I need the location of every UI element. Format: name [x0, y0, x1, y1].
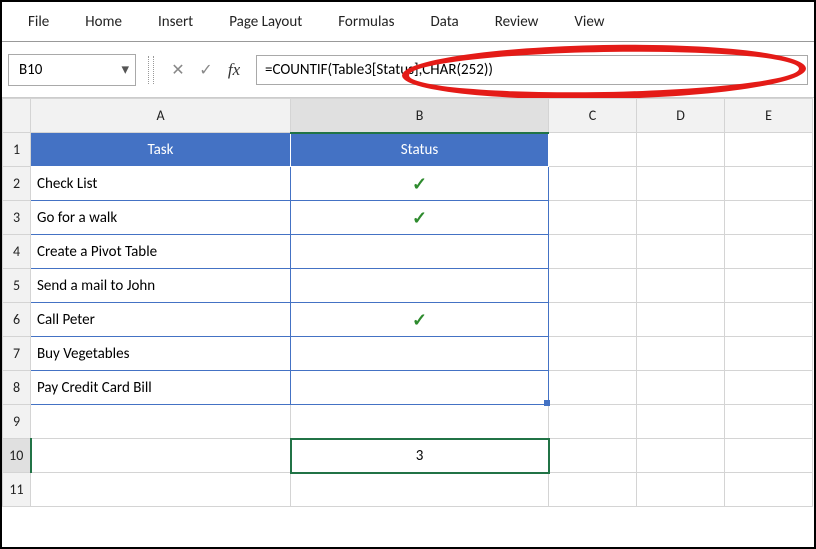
cell-a10[interactable] [31, 439, 291, 473]
row-header-6[interactable]: 6 [3, 303, 31, 337]
cell-c2[interactable] [549, 167, 637, 201]
col-header-b[interactable]: B [291, 99, 549, 133]
cell-e7[interactable] [725, 337, 813, 371]
row-header-9[interactable]: 9 [3, 405, 31, 439]
table-header-status[interactable]: Status [291, 133, 549, 167]
row-header-7[interactable]: 7 [3, 337, 31, 371]
cancel-icon: ✕ [171, 60, 184, 80]
cell-d5[interactable] [637, 269, 725, 303]
ribbon-data[interactable]: Data [412, 7, 476, 37]
cell-e3[interactable] [725, 201, 813, 235]
name-box-value: B10 [19, 61, 42, 79]
cell-b5[interactable] [291, 269, 549, 303]
cell-a11[interactable] [31, 473, 291, 507]
checkmark-icon: ✓ [412, 173, 427, 195]
cell-c4[interactable] [549, 235, 637, 269]
select-all-corner[interactable] [3, 99, 31, 133]
cell-b8[interactable] [291, 371, 549, 405]
confirm-formula-button[interactable]: ✓ [192, 57, 220, 83]
cell-c3[interactable] [549, 201, 637, 235]
cell-a5[interactable]: Send a mail to John [31, 269, 291, 303]
cell-a9[interactable] [31, 405, 291, 439]
cell-d10[interactable] [637, 439, 725, 473]
cell-a2[interactable]: Check List [31, 167, 291, 201]
ribbon-view[interactable]: View [556, 7, 622, 37]
cell-b7[interactable] [291, 337, 549, 371]
cell-c5[interactable] [549, 269, 637, 303]
check-icon: ✓ [199, 60, 212, 80]
formula-input[interactable]: =COUNTIF(Table3[Status],CHAR(252)) [256, 55, 808, 85]
cell-b2[interactable]: ✓ [291, 167, 549, 201]
cell-b3[interactable]: ✓ [291, 201, 549, 235]
table-header-task[interactable]: Task [31, 133, 291, 167]
cell-e11[interactable] [725, 473, 813, 507]
cell-e1[interactable] [725, 133, 813, 167]
col-header-a[interactable]: A [31, 99, 291, 133]
ribbon-review[interactable]: Review [477, 7, 557, 37]
row-header-1[interactable]: 1 [3, 133, 31, 167]
cell-d2[interactable] [637, 167, 725, 201]
ribbon-formulas[interactable]: Formulas [320, 7, 412, 37]
checkmark-icon: ✓ [412, 309, 427, 331]
cell-a3[interactable]: Go for a walk [31, 201, 291, 235]
spreadsheet-grid: A B C D E 1 Task Status 2 Check List ✓ 3… [2, 98, 814, 547]
ribbon-insert[interactable]: Insert [140, 7, 211, 37]
cell-c9[interactable] [549, 405, 637, 439]
fx-icon: fx [228, 60, 240, 80]
cell-c7[interactable] [549, 337, 637, 371]
name-box[interactable]: B10 ▾ [8, 54, 136, 86]
cell-e9[interactable] [725, 405, 813, 439]
formula-bar-separator [148, 56, 154, 84]
cell-d4[interactable] [637, 235, 725, 269]
insert-function-button[interactable]: fx [220, 57, 248, 83]
cell-d3[interactable] [637, 201, 725, 235]
cell-c1[interactable] [549, 133, 637, 167]
row-header-3[interactable]: 3 [3, 201, 31, 235]
cell-e2[interactable] [725, 167, 813, 201]
cell-e8[interactable] [725, 371, 813, 405]
cell-b9[interactable] [291, 405, 549, 439]
row-header-8[interactable]: 8 [3, 371, 31, 405]
col-header-c[interactable]: C [549, 99, 637, 133]
cell-d8[interactable] [637, 371, 725, 405]
col-header-d[interactable]: D [637, 99, 725, 133]
cell-b6[interactable]: ✓ [291, 303, 549, 337]
chevron-down-icon: ▾ [121, 60, 129, 79]
cell-d9[interactable] [637, 405, 725, 439]
row-header-11[interactable]: 11 [3, 473, 31, 507]
formula-bar-row: B10 ▾ ✕ ✓ fx =COUNTIF(Table3[Status],CHA… [2, 42, 814, 98]
row-header-4[interactable]: 4 [3, 235, 31, 269]
ribbon-file[interactable]: File [10, 7, 67, 37]
cell-b11[interactable] [291, 473, 549, 507]
cell-e4[interactable] [725, 235, 813, 269]
cell-c10[interactable] [549, 439, 637, 473]
cell-b10[interactable]: 3 [291, 439, 549, 473]
col-header-e[interactable]: E [725, 99, 813, 133]
cell-c6[interactable] [549, 303, 637, 337]
cell-c8[interactable] [549, 371, 637, 405]
sheet-table[interactable]: A B C D E 1 Task Status 2 Check List ✓ 3… [2, 98, 813, 507]
cell-c11[interactable] [549, 473, 637, 507]
cancel-formula-button[interactable]: ✕ [164, 57, 192, 83]
ribbon-home[interactable]: Home [67, 7, 140, 37]
ribbon-page-layout[interactable]: Page Layout [211, 7, 320, 37]
row-header-2[interactable]: 2 [3, 167, 31, 201]
row-header-10[interactable]: 10 [3, 439, 31, 473]
checkmark-icon: ✓ [412, 207, 427, 229]
cell-a8[interactable]: Pay Credit Card Bill [31, 371, 291, 405]
cell-a7[interactable]: Buy Vegetables [31, 337, 291, 371]
cell-a6[interactable]: Call Peter [31, 303, 291, 337]
cell-a4[interactable]: Create a Pivot Table [31, 235, 291, 269]
cell-e5[interactable] [725, 269, 813, 303]
cell-e6[interactable] [725, 303, 813, 337]
cell-d7[interactable] [637, 337, 725, 371]
cell-d6[interactable] [637, 303, 725, 337]
cell-d11[interactable] [637, 473, 725, 507]
ribbon-menu: File Home Insert Page Layout Formulas Da… [2, 2, 814, 42]
row-header-5[interactable]: 5 [3, 269, 31, 303]
cell-e10[interactable] [725, 439, 813, 473]
formula-text: =COUNTIF(Table3[Status],CHAR(252)) [265, 61, 493, 79]
cell-b4[interactable] [291, 235, 549, 269]
cell-d1[interactable] [637, 133, 725, 167]
